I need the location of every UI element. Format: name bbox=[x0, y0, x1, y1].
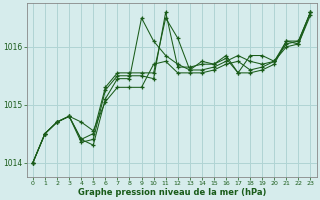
X-axis label: Graphe pression niveau de la mer (hPa): Graphe pression niveau de la mer (hPa) bbox=[77, 188, 266, 197]
